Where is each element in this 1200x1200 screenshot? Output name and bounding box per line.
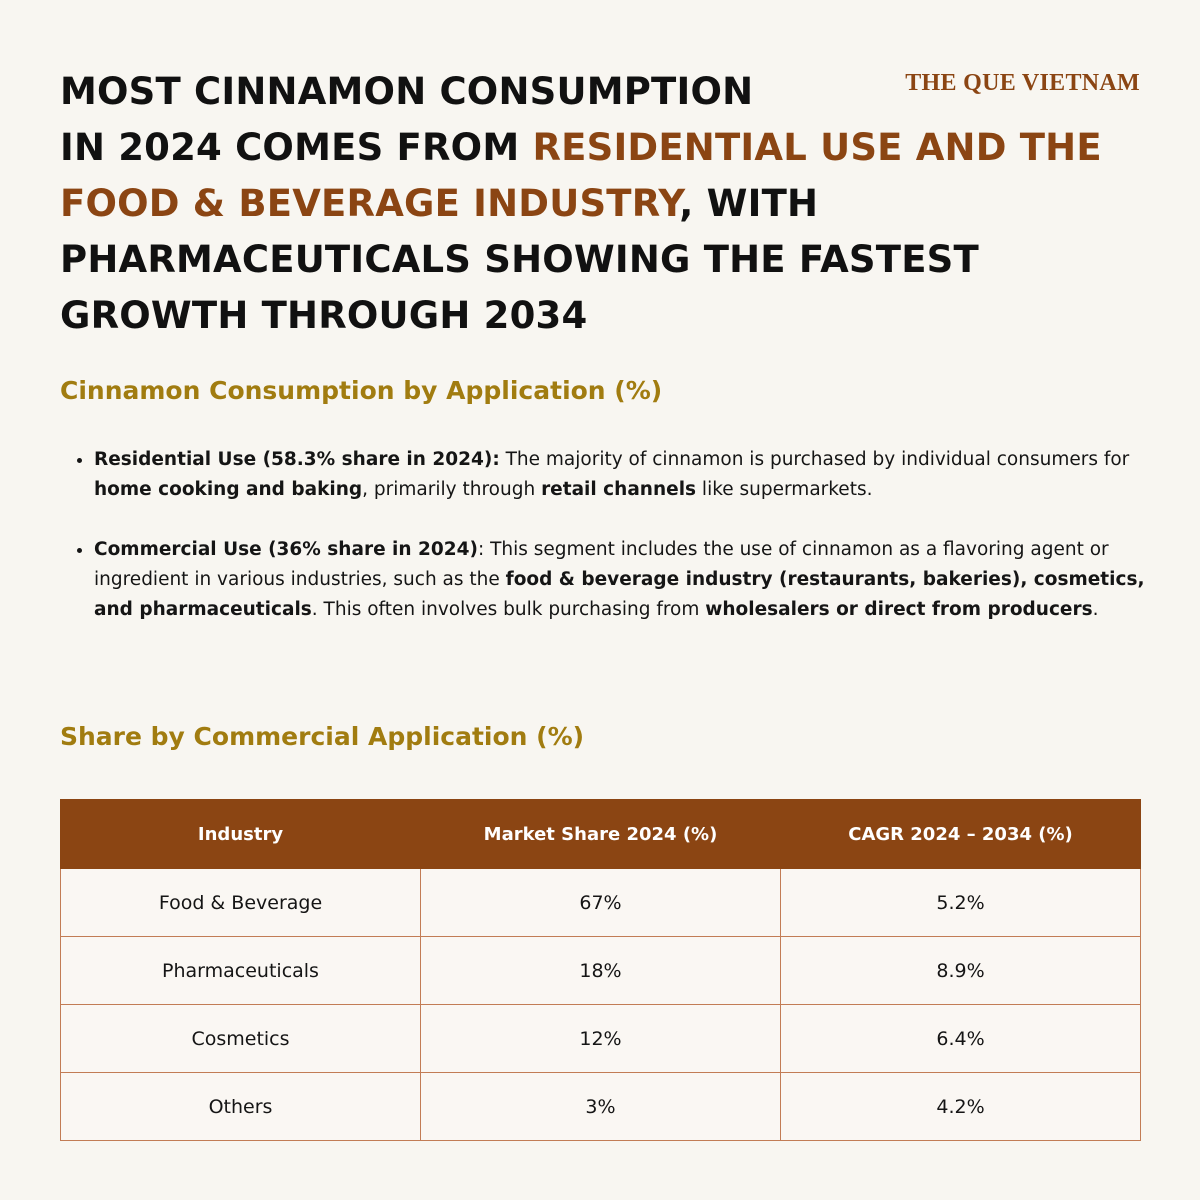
brand: THE QUE VIETNAM <box>905 70 1140 96</box>
headline-segment: MOST CINNAMON CONSUMPTION <box>60 70 754 113</box>
table-cell: 3% <box>420 1072 781 1141</box>
headline-segment: IN 2024 COMES FROM <box>60 126 533 169</box>
bold-text: retail channels <box>541 479 697 500</box>
column-header: CAGR 2024 – 2034 (%) <box>780 799 1141 869</box>
text: , primarily through <box>362 479 542 500</box>
headline: MOST CINNAMON CONSUMPTION IN 2024 COMES F… <box>60 64 1150 344</box>
header-row: Industry Market Share 2024 (%) CAGR 2024 –… <box>60 799 1141 869</box>
text: . This often involves bulk purchasing fr… <box>311 599 706 620</box>
headline-segment: RESIDENTIAL USE AND THE FOOD & BEVERAGE … <box>60 126 1102 225</box>
text: : This segment includes the use of cinna… <box>94 539 1109 590</box>
table-cell: 6.4% <box>780 1004 1141 1073</box>
table-body: Food & Beverage 67% 5.2% Pharmaceuticals 18%… <box>60 868 1141 1141</box>
text: . <box>1092 599 1099 620</box>
table-cell: Food & Beverage <box>60 868 421 937</box>
table-cell: 12% <box>420 1004 781 1073</box>
table-cell: Pharmaceuticals <box>60 936 421 1005</box>
table-cell: Cosmetics <box>60 1004 421 1073</box>
bold-text: Commercial Use (36% share in 2024) <box>94 539 478 560</box>
bold-text: wholesalers or direct from producers <box>705 599 1093 620</box>
table-cell: 5.2% <box>780 868 1141 937</box>
text: The majority of cinnamon is purchased by… <box>499 449 1130 470</box>
bold-text: food & beverage industry (restaurants, b… <box>94 569 1145 620</box>
bold-text: Residential Use (58.3% share in 2024): <box>94 449 500 470</box>
table-cell: Others <box>60 1072 421 1141</box>
text: like supermarkets. <box>696 479 873 500</box>
column-header: Industry <box>60 799 421 869</box>
section-title: Cinnamon Consumption by Application (%) <box>60 376 663 405</box>
table-cell: 8.9% <box>780 936 1141 1005</box>
table-row: Others 3% 4.2% <box>60 1072 1141 1141</box>
table-row: Cosmetics 12% 6.4% <box>60 1004 1141 1073</box>
table-cell: 4.2% <box>780 1072 1141 1141</box>
data-table: Industry Market Share 2024 (%) CAGR 2024 –… <box>60 799 1141 1141</box>
table-row: Food & Beverage 67% 5.2% <box>60 868 1141 937</box>
bullet-item: Residential Use (58.3% share in 2024): T… <box>94 445 1184 505</box>
table-cell: 18% <box>420 936 781 1005</box>
column-header: Market Share 2024 (%) <box>420 799 781 869</box>
bullet-item: Commercial Use (36% share in 2024): This… <box>94 535 1184 625</box>
table-cell: 67% <box>420 868 781 937</box>
headline-segment: , WITH PHARMACEUTICALS SHOWING THE FASTE… <box>60 182 979 337</box>
bullet-list: Residential Use (58.3% share in 2024): T… <box>60 445 1184 655</box>
bold-text: home cooking and baking <box>94 479 363 500</box>
table-row: Pharmaceuticals 18% 8.9% <box>60 936 1141 1005</box>
section-title: Share by Commercial Application (%) <box>60 722 585 751</box>
